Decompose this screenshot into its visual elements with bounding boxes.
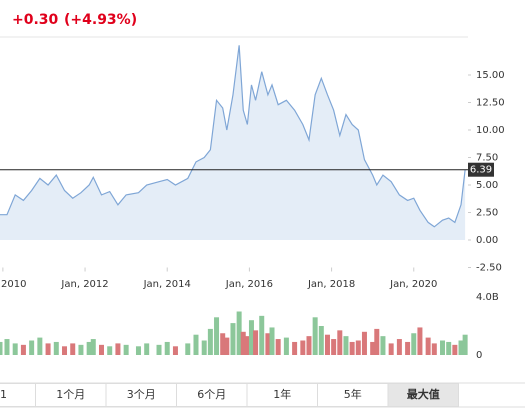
volume-bar [283,337,289,355]
volume-bar [230,323,236,355]
volume-bar [343,336,349,355]
y-tick-label: 2.50 [476,208,498,219]
x-tick-label: Jan, 2010 [0,279,26,290]
x-tick-label: Jan, 2012 [60,279,108,290]
price-change-percent: (+4.93%) [64,12,137,28]
volume-bar [318,326,324,355]
volume-bar [29,340,35,355]
volume-bar [253,330,259,355]
volume-bar [4,339,10,355]
volume-bar [90,339,96,355]
volume-bar [240,331,246,355]
y-tick-label: 10.00 [476,125,505,136]
volume-bar [115,343,121,355]
volume-bar [156,344,162,355]
volume-bar [446,341,452,355]
volume-bar [349,341,355,355]
volume-bar [355,340,361,355]
volume-bar [411,333,417,355]
x-tick-label: Jan, 2016 [225,279,273,290]
volume-bar [214,317,220,355]
volume-bar [462,334,468,355]
volume-bar [380,336,386,355]
volume-bar [185,343,191,355]
volume-bar [265,333,271,355]
volume-bar [300,340,306,355]
volume-bar [135,346,141,355]
volume-bar [331,339,337,355]
volume-bar [86,341,92,355]
y-tick-label: 5.00 [476,180,498,191]
volume-bar [337,330,343,355]
volume-bar [248,320,254,355]
current-price-label: 6.39 [470,165,492,176]
range-button-label[interactable]: 1个月 [56,388,85,401]
volume-bar [12,343,18,355]
volume-tick-label: 0 [476,350,482,361]
volume-bar [98,344,104,355]
volume-bar [107,346,113,355]
y-tick-label: 7.50 [476,153,498,164]
volume-bar [417,327,423,355]
range-button[interactable] [387,383,459,407]
x-tick-label: Jan, 2014 [143,279,191,290]
volume-bar [275,339,281,355]
volume-bar [458,340,464,355]
volume-bar [201,340,207,355]
volume-bar [374,328,380,355]
volume-bar [123,344,129,355]
volume-bar [78,344,84,355]
volume-bar [164,341,170,355]
volume-bar [269,327,275,355]
volume-bar [440,340,446,355]
volume-bar [193,334,199,355]
volume-bar [144,343,150,355]
range-button-label[interactable]: 1年 [273,387,291,401]
volume-bar [388,343,394,355]
current-price-box [468,162,494,177]
volume-bar [0,341,3,355]
volume-bar [452,344,458,355]
volume-bar [244,336,250,355]
range-button-label[interactable]: 1 [0,388,7,401]
range-button-label[interactable]: 最大值 [407,387,440,401]
volume-bar [70,343,76,355]
volume-bar [207,328,213,355]
volume-bar [259,315,265,355]
volume-bar [370,341,376,355]
x-tick-label: Jan, 2018 [307,279,355,290]
volume-bar [53,341,59,355]
y-tick-label: 12.50 [476,98,505,109]
price-change: +0.30 [12,12,59,28]
volume-bar [292,341,298,355]
price-line [0,45,466,228]
y-tick-label: 0.00 [476,235,498,246]
range-button-label[interactable]: 6个月 [197,388,226,401]
volume-bar [396,339,402,355]
volume-bar [172,346,178,355]
volume-bar [62,346,68,355]
range-button-label[interactable]: 3个月 [127,388,156,401]
volume-bar [405,341,411,355]
range-button-label[interactable]: 5年 [344,387,362,401]
volume-bar [236,311,242,355]
volume-tick-label: 4.0B [476,292,499,303]
volume-bar [361,331,367,355]
volume-bar [425,337,431,355]
volume-bar [37,337,43,355]
volume-bar [306,336,312,355]
volume-bar [324,334,330,355]
volume-bar [45,343,51,355]
y-tick-label: -2.50 [476,263,502,274]
volume-bar [20,344,26,355]
x-tick-label: Jan, 2020 [389,279,437,290]
volume-bar [312,317,318,355]
volume-bar [224,337,230,355]
y-tick-label: 15.00 [476,70,505,81]
volume-bar [220,333,226,355]
price-area [0,45,466,240]
volume-bar [431,343,437,355]
